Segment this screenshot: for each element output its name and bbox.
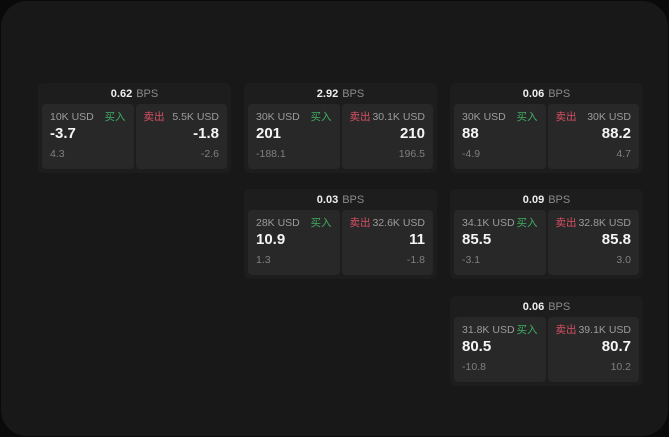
sell-delta: -2.6 — [200, 148, 219, 160]
sell-price: 85.8 — [601, 231, 631, 248]
buy-size-label: 30K USD — [462, 111, 506, 123]
quote-card: 2.92 BPS 30K USD 买入 201 -188.1 卖出 30.1K … — [244, 83, 437, 173]
sell-size-label: 39.1K USD — [578, 324, 631, 336]
sell-size-label: 32.6K USD — [372, 217, 425, 229]
buy-size-label: 31.8K USD — [462, 324, 515, 336]
bps-unit-label: BPS — [342, 193, 365, 206]
sell-price: 11 — [409, 231, 425, 248]
buy-delta: 4.3 — [50, 148, 65, 160]
sell-panel[interactable]: 卖出 32.8K USD 85.8 3.0 — [547, 210, 639, 275]
buy-delta: -4.9 — [462, 148, 481, 160]
buy-panel[interactable]: 31.8K USD 买入 80.5 -10.8 — [454, 317, 546, 382]
buy-tag: 买入 — [516, 217, 538, 229]
quote-card: 0.09 BPS 34.1K USD 买入 85.5 -3.1 卖出 32.8K… — [450, 189, 643, 279]
buy-panel[interactable]: 30K USD 买入 201 -188.1 — [248, 104, 340, 169]
sell-size-label: 30K USD — [587, 111, 631, 123]
sell-price: -1.8 — [193, 125, 219, 142]
bps-unit-label: BPS — [342, 87, 365, 100]
sell-tag: 卖出 — [143, 111, 165, 123]
quote-panels: 28K USD 买入 10.9 1.3 卖出 32.6K USD 11 -1.8 — [244, 210, 437, 279]
buy-delta: 1.3 — [256, 254, 271, 266]
card-header: 0.09 BPS — [450, 189, 643, 210]
buy-delta: -188.1 — [256, 148, 286, 160]
card-header: 0.06 BPS — [450, 83, 643, 104]
quote-panels: 31.8K USD 买入 80.5 -10.8 卖出 39.1K USD 80.… — [450, 317, 643, 386]
quote-card: 0.62 BPS 10K USD 买入 -3.7 4.3 卖出 5.5K USD… — [38, 83, 231, 173]
buy-delta: -10.8 — [462, 361, 486, 373]
sell-price: 88.2 — [601, 125, 631, 142]
sell-delta: 3.0 — [616, 254, 631, 266]
sell-delta: 196.5 — [398, 148, 425, 160]
buy-tag: 买入 — [516, 111, 538, 123]
buy-size-label: 30K USD — [256, 111, 300, 123]
card-header: 0.62 BPS — [38, 83, 231, 104]
sell-delta: -1.8 — [406, 254, 425, 266]
sell-tag: 卖出 — [555, 217, 577, 229]
buy-delta: -3.1 — [462, 254, 481, 266]
bps-unit-label: BPS — [548, 300, 571, 313]
bps-unit-label: BPS — [136, 87, 159, 100]
bps-value: 0.06 — [522, 87, 545, 100]
quote-panels: 30K USD 买入 88 -4.9 卖出 30K USD 88.2 4.7 — [450, 104, 643, 173]
buy-panel[interactable]: 34.1K USD 买入 85.5 -3.1 — [454, 210, 546, 275]
sell-tag: 卖出 — [349, 217, 371, 229]
sell-panel[interactable]: 卖出 32.6K USD 11 -1.8 — [341, 210, 433, 275]
buy-price: 10.9 — [256, 231, 286, 248]
buy-panel[interactable]: 10K USD 买入 -3.7 4.3 — [42, 104, 134, 169]
sell-price: 80.7 — [601, 338, 631, 355]
sell-panel[interactable]: 卖出 5.5K USD -1.8 -2.6 — [135, 104, 227, 169]
quote-panels: 34.1K USD 买入 85.5 -3.1 卖出 32.8K USD 85.8… — [450, 210, 643, 279]
buy-panel[interactable]: 28K USD 买入 10.9 1.3 — [248, 210, 340, 275]
quote-card: 0.03 BPS 28K USD 买入 10.9 1.3 卖出 32.6K US… — [244, 189, 437, 279]
bps-unit-label: BPS — [548, 193, 571, 206]
sell-delta: 4.7 — [616, 148, 631, 160]
buy-tag: 买入 — [310, 111, 332, 123]
bps-value: 0.06 — [522, 300, 545, 313]
sell-panel[interactable]: 卖出 30K USD 88.2 4.7 — [547, 104, 639, 169]
sell-delta: 10.2 — [610, 361, 631, 373]
card-header: 0.03 BPS — [244, 189, 437, 210]
buy-price: 201 — [256, 125, 282, 142]
buy-tag: 买入 — [310, 217, 332, 229]
bps-value: 0.03 — [316, 193, 339, 206]
sell-panel[interactable]: 卖出 30.1K USD 210 196.5 — [341, 104, 433, 169]
buy-size-label: 34.1K USD — [462, 217, 515, 229]
buy-price: -3.7 — [50, 125, 76, 142]
buy-tag: 买入 — [516, 324, 538, 336]
buy-tag: 买入 — [104, 111, 126, 123]
sell-tag: 卖出 — [349, 111, 371, 123]
card-header: 0.06 BPS — [450, 296, 643, 317]
sell-tag: 卖出 — [555, 111, 577, 123]
buy-price: 85.5 — [462, 231, 492, 248]
buy-size-label: 10K USD — [50, 111, 94, 123]
bps-unit-label: BPS — [548, 87, 571, 100]
quote-card: 0.06 BPS 30K USD 买入 88 -4.9 卖出 30K USD 8… — [450, 83, 643, 173]
bps-value: 2.92 — [316, 87, 339, 100]
sell-size-label: 32.8K USD — [578, 217, 631, 229]
quote-card: 0.06 BPS 31.8K USD 买入 80.5 -10.8 卖出 39.1… — [450, 296, 643, 386]
buy-size-label: 28K USD — [256, 217, 300, 229]
sell-price: 210 — [399, 125, 425, 142]
sell-size-label: 30.1K USD — [372, 111, 425, 123]
sell-size-label: 5.5K USD — [172, 111, 219, 123]
buy-price: 88 — [462, 125, 479, 142]
sell-tag: 卖出 — [555, 324, 577, 336]
quote-panels: 30K USD 买入 201 -188.1 卖出 30.1K USD 210 1… — [244, 104, 437, 173]
quote-panels: 10K USD 买入 -3.7 4.3 卖出 5.5K USD -1.8 -2.… — [38, 104, 231, 173]
buy-panel[interactable]: 30K USD 买入 88 -4.9 — [454, 104, 546, 169]
card-header: 2.92 BPS — [244, 83, 437, 104]
bps-value: 0.09 — [522, 193, 545, 206]
buy-price: 80.5 — [462, 338, 492, 355]
sell-panel[interactable]: 卖出 39.1K USD 80.7 10.2 — [547, 317, 639, 382]
bps-value: 0.62 — [110, 87, 133, 100]
